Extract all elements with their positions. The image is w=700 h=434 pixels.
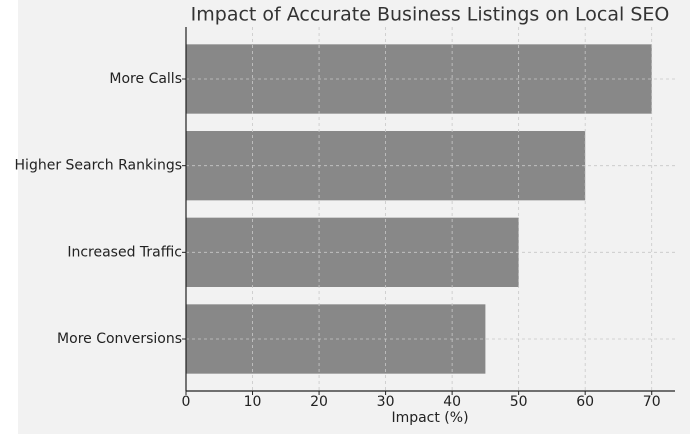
y-tick-label: More Conversions	[57, 331, 182, 347]
x-tick-label: 70	[643, 394, 661, 410]
x-tick-label: 0	[182, 394, 191, 410]
x-tick-label: 30	[377, 394, 395, 410]
x-axis-label: Impact (%)	[391, 410, 468, 426]
x-tick-label: 60	[576, 394, 594, 410]
y-tick-label: Increased Traffic	[67, 244, 182, 260]
x-tick-label: 40	[443, 394, 461, 410]
y-tick-label: Higher Search Rankings	[15, 158, 182, 174]
x-tick-label: 10	[244, 394, 262, 410]
y-tick-label: More Calls	[109, 71, 182, 87]
x-tick-label: 20	[310, 394, 328, 410]
bar	[186, 44, 652, 114]
x-tick-label: 50	[510, 394, 528, 410]
chart-title: Impact of Accurate Business Listings on …	[191, 4, 670, 26]
